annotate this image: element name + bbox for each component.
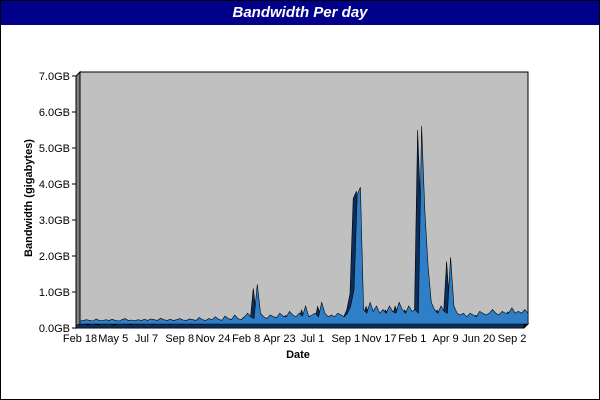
x-tick-label: Sep 8 <box>165 333 194 345</box>
x-tick-label: Feb 1 <box>398 333 426 345</box>
y-tick-label: 0.0GB <box>39 323 70 335</box>
y-tick-label: 3.0GB <box>39 215 70 227</box>
plot-area <box>79 71 529 325</box>
x-tick-label: Apr 23 <box>263 333 295 345</box>
x-tick-label: Apr 9 <box>432 333 458 345</box>
x-tick-label: Sep 1 <box>331 333 360 345</box>
y-tick-label: 5.0GB <box>39 143 70 155</box>
y-tick-label: 7.0GB <box>39 71 70 83</box>
x-tick-label: Jul 1 <box>301 333 324 345</box>
left-wall <box>75 70 81 330</box>
x-tick-label: Sep 2 <box>498 333 527 345</box>
y-tick-label: 6.0GB <box>39 107 70 119</box>
y-tick-label: 4.0GB <box>39 179 70 191</box>
chart-title: Bandwidth Per day <box>1 1 599 25</box>
x-tick-label: Jun 20 <box>462 333 495 345</box>
x-tick-label: Feb 18 <box>63 333 97 345</box>
x-tick-label: Jul 7 <box>135 333 158 345</box>
x-axis-label: Date <box>286 349 310 361</box>
x-tick-label: Nov 24 <box>195 333 230 345</box>
y-tick-label: 2.0GB <box>39 251 70 263</box>
x-tick-label: May 5 <box>98 333 128 345</box>
series-area <box>79 125 529 325</box>
y-axis-label: Bandwidth (gigabytes) <box>23 139 35 257</box>
x-tick-label: Nov 17 <box>362 333 397 345</box>
y-tick-label: 1.0GB <box>39 287 70 299</box>
x-tick-label: Feb 8 <box>232 333 260 345</box>
